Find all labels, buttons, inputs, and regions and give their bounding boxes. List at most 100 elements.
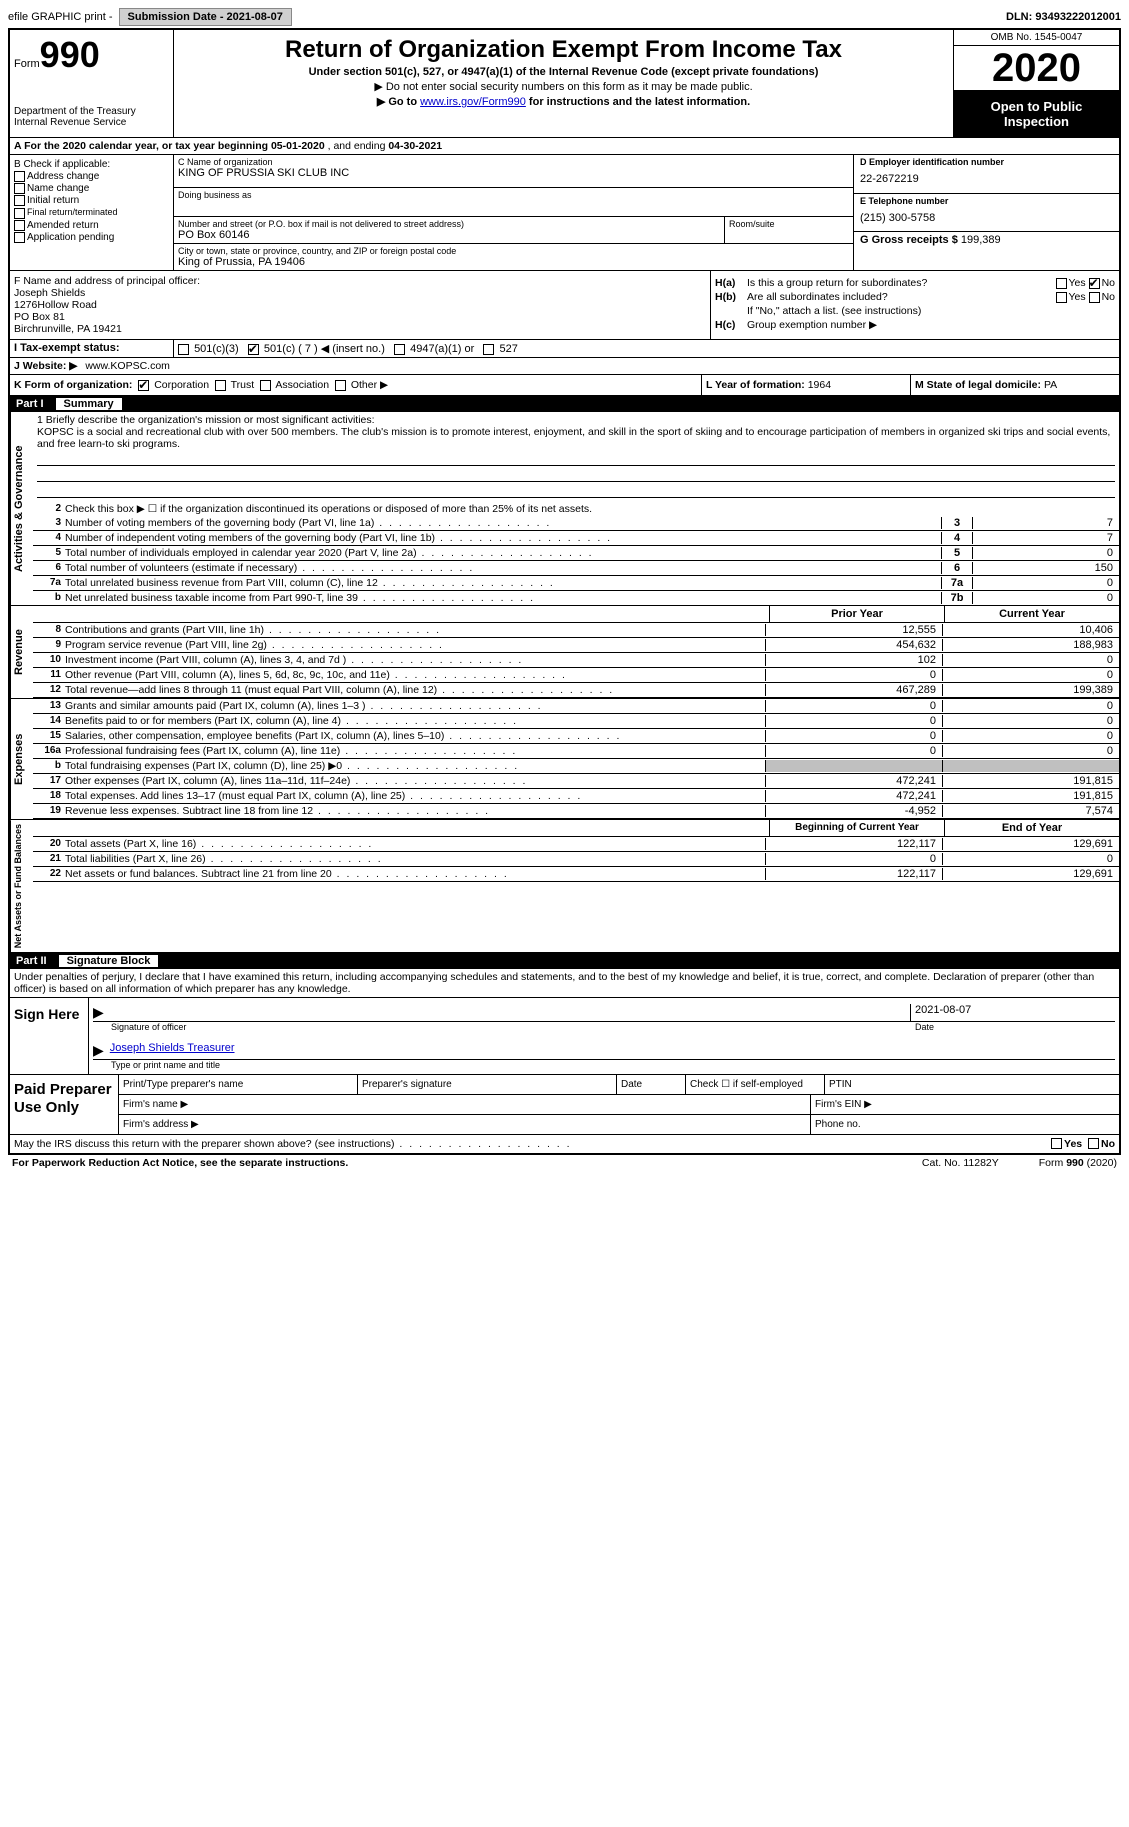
department: Department of the Treasury Internal Reve… bbox=[14, 106, 169, 128]
vlabel-expenses: Expenses bbox=[10, 699, 33, 819]
sign-here-label: Sign Here bbox=[10, 998, 88, 1074]
chk-other[interactable] bbox=[335, 380, 346, 391]
hb-no: No bbox=[1102, 291, 1115, 303]
financial-line: 17Other expenses (Part IX, column (A), l… bbox=[33, 774, 1119, 789]
header-right: OMB No. 1545-0047 2020 Open to Public In… bbox=[953, 30, 1119, 137]
part-1-header: Part I Summary bbox=[10, 396, 1119, 412]
sig-date-lbl: Date bbox=[897, 1022, 1115, 1032]
note2-pre: ▶ Go to bbox=[377, 96, 420, 108]
opt-trust: Trust bbox=[231, 379, 255, 391]
row-a-mid: , and ending bbox=[325, 140, 389, 152]
header-middle: Return of Organization Exempt From Incom… bbox=[174, 30, 953, 137]
summary-line: 6Total number of volunteers (estimate if… bbox=[33, 561, 1119, 576]
col-h-group: H(a) Is this a group return for subordin… bbox=[711, 271, 1119, 339]
tax-year: 2020 bbox=[954, 46, 1119, 91]
vlabel-balances: Net Assets or Fund Balances bbox=[10, 820, 33, 952]
h-b-txt: Are all subordinates included? bbox=[747, 291, 1056, 303]
chk-corp[interactable] bbox=[138, 380, 149, 391]
note-ssn: ▶ Do not enter social security numbers o… bbox=[178, 80, 949, 93]
h-c-lbl: H(c) bbox=[715, 319, 747, 331]
section-b-to-g: B Check if applicable: Address change Na… bbox=[10, 155, 1119, 271]
org-name-val: KING OF PRUSSIA SKI CLUB INC bbox=[178, 167, 849, 179]
section-f-h: F Name and address of principal officer:… bbox=[10, 271, 1119, 340]
financial-line: 19Revenue less expenses. Subtract line 1… bbox=[33, 804, 1119, 819]
irs-link[interactable]: www.irs.gov/Form990 bbox=[420, 96, 526, 108]
phone-lbl: E Telephone number bbox=[860, 196, 1113, 206]
hb-yes: Yes bbox=[1069, 291, 1086, 303]
chk-discuss-no[interactable] bbox=[1088, 1138, 1099, 1149]
chk-amended[interactable] bbox=[14, 220, 25, 231]
opt-other: Other ▶ bbox=[351, 379, 388, 391]
form-header: Form990 Department of the Treasury Inter… bbox=[10, 30, 1119, 138]
submission-date-btn[interactable]: Submission Date - 2021-08-07 bbox=[119, 8, 292, 26]
financial-line: 15Salaries, other compensation, employee… bbox=[33, 729, 1119, 744]
chk-ha-no[interactable] bbox=[1089, 278, 1100, 289]
chk-app-pending[interactable] bbox=[14, 232, 25, 243]
city-lbl: City or town, state or province, country… bbox=[178, 246, 849, 256]
section-j-website: J Website: ▶ www.KOPSC.com bbox=[10, 358, 1119, 375]
hdr-begin-year: Beginning of Current Year bbox=[769, 820, 944, 836]
chk-trust[interactable] bbox=[215, 380, 226, 391]
section-i-tax-status: I Tax-exempt status: 501(c)(3) 501(c) ( … bbox=[10, 340, 1119, 358]
lbl-initial-return: Initial return bbox=[27, 195, 79, 206]
chk-initial-return[interactable] bbox=[14, 195, 25, 206]
mission-lbl: 1 Briefly describe the organization's mi… bbox=[37, 414, 1115, 426]
city-val: King of Prussia, PA 19406 bbox=[178, 256, 849, 268]
vlabel-governance: Activities & Governance bbox=[10, 412, 33, 605]
chk-final-return[interactable] bbox=[14, 208, 25, 219]
officer-addr2: PO Box 81 bbox=[14, 311, 706, 323]
chk-assoc[interactable] bbox=[260, 380, 271, 391]
sig-name[interactable]: Joseph Shields Treasurer bbox=[110, 1042, 1115, 1059]
chk-name-change[interactable] bbox=[14, 183, 25, 194]
summary-line: 3Number of voting members of the governi… bbox=[33, 516, 1119, 531]
phone-val: (215) 300-5758 bbox=[860, 212, 1113, 224]
net-assets-section: Net Assets or Fund Balances Beginning of… bbox=[10, 820, 1119, 953]
paid-h5: PTIN bbox=[825, 1075, 1119, 1094]
activities-governance-section: Activities & Governance 1 Briefly descri… bbox=[10, 412, 1119, 606]
financial-line: 11Other revenue (Part VIII, column (A), … bbox=[33, 668, 1119, 683]
revenue-col-headers: Prior Year Current Year bbox=[33, 606, 1119, 623]
chk-4947[interactable] bbox=[394, 344, 405, 355]
signature-block: Under penalties of perjury, I declare th… bbox=[10, 969, 1119, 1075]
ein-lbl: D Employer identification number bbox=[860, 157, 1113, 167]
address-row: Number and street (or P.O. box if mail i… bbox=[174, 217, 853, 244]
chk-hb-yes[interactable] bbox=[1056, 292, 1067, 303]
financial-line: 16aProfessional fundraising fees (Part I… bbox=[33, 744, 1119, 759]
paid-row-1: Print/Type preparer's name Preparer's si… bbox=[119, 1075, 1119, 1095]
chk-ha-yes[interactable] bbox=[1056, 278, 1067, 289]
officer-lbl: F Name and address of principal officer: bbox=[14, 275, 706, 287]
page-footer: For Paperwork Reduction Act Notice, see … bbox=[8, 1155, 1121, 1171]
chk-address-change[interactable] bbox=[14, 171, 25, 182]
lbl-final-return: Final return/terminated bbox=[27, 207, 118, 217]
financial-line: 8Contributions and grants (Part VIII, li… bbox=[33, 623, 1119, 638]
paid-r3b: Phone no. bbox=[811, 1115, 1119, 1134]
l-val: 1964 bbox=[808, 379, 831, 391]
ein-box: D Employer identification number 22-2672… bbox=[854, 155, 1119, 193]
b-label: B Check if applicable: bbox=[14, 159, 169, 170]
chk-501c[interactable] bbox=[248, 344, 259, 355]
dba-lbl: Doing business as bbox=[174, 187, 853, 200]
gross-lbl: G Gross receipts $ bbox=[860, 234, 958, 246]
paid-r2a: Firm's name ▶ bbox=[119, 1095, 811, 1114]
paid-row-2: Firm's name ▶ Firm's EIN ▶ bbox=[119, 1095, 1119, 1115]
financial-line: 21Total liabilities (Part X, line 26)00 bbox=[33, 852, 1119, 867]
opt-4947: 4947(a)(1) or bbox=[410, 343, 474, 355]
balance-col-headers: Beginning of Current Year End of Year bbox=[33, 820, 1119, 837]
sig-officer-lbl: Signature of officer bbox=[93, 1022, 897, 1032]
summary-line: 7aTotal unrelated business revenue from … bbox=[33, 576, 1119, 591]
part1-num: Part I bbox=[16, 398, 56, 410]
tax-year-end: 04-30-2021 bbox=[388, 140, 442, 152]
j-label: J Website: ▶ bbox=[14, 360, 77, 372]
chk-discuss-yes[interactable] bbox=[1051, 1138, 1062, 1149]
part-2-header: Part II Signature Block bbox=[10, 953, 1119, 969]
tax-year-begin: 05-01-2020 bbox=[271, 140, 325, 152]
discuss-yes: Yes bbox=[1064, 1138, 1082, 1150]
org-name-lbl: C Name of organization bbox=[178, 157, 849, 167]
opt-527: 527 bbox=[500, 343, 518, 355]
footer-left: For Paperwork Reduction Act Notice, see … bbox=[12, 1157, 882, 1169]
hdr-prior-year: Prior Year bbox=[769, 606, 944, 622]
public-inspection: Open to Public Inspection bbox=[954, 91, 1119, 137]
chk-hb-no[interactable] bbox=[1089, 292, 1100, 303]
chk-501c3[interactable] bbox=[178, 344, 189, 355]
chk-527[interactable] bbox=[483, 344, 494, 355]
